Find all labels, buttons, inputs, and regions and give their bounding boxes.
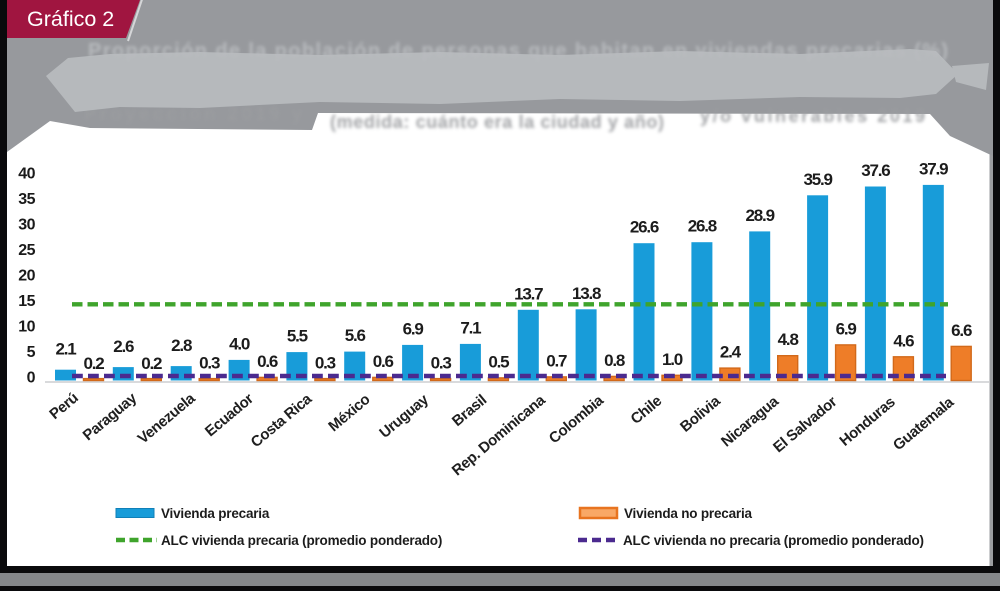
svg-text:28.9: 28.9 — [746, 206, 775, 225]
svg-text:Gráfico 2: Gráfico 2 — [27, 7, 114, 31]
svg-text:6.9: 6.9 — [836, 319, 857, 338]
svg-text:7.1: 7.1 — [460, 318, 481, 337]
svg-text:5: 5 — [27, 344, 36, 361]
svg-text:0.2: 0.2 — [83, 354, 104, 373]
svg-text:0.2: 0.2 — [141, 354, 162, 373]
svg-text:4.0: 4.0 — [229, 334, 250, 353]
svg-text:15: 15 — [18, 293, 35, 310]
svg-text:0.6: 0.6 — [373, 352, 394, 371]
svg-text:ALC vivienda precaria (promedi: ALC vivienda precaria (promedio ponderad… — [161, 533, 442, 548]
svg-text:37.9: 37.9 — [919, 159, 948, 178]
svg-text:Proyección 2019 y: Proyección 2019 y — [84, 104, 302, 124]
svg-text:0.8: 0.8 — [604, 351, 625, 370]
svg-text:4.8: 4.8 — [778, 330, 799, 349]
svg-text:2.8: 2.8 — [171, 336, 192, 355]
svg-text:40: 40 — [18, 166, 35, 183]
svg-text:26.6: 26.6 — [630, 218, 659, 237]
svg-text:25: 25 — [18, 242, 35, 259]
svg-text:35: 35 — [18, 191, 35, 208]
svg-text:0.3: 0.3 — [199, 354, 220, 373]
svg-text:6.9: 6.9 — [403, 319, 424, 338]
svg-text:10: 10 — [18, 319, 35, 336]
svg-text:Proporción de la población de: Proporción de la población de personas q… — [88, 40, 948, 62]
svg-text:2.4: 2.4 — [720, 343, 742, 362]
svg-text:0.6: 0.6 — [257, 352, 278, 371]
svg-text:37.6: 37.6 — [861, 161, 890, 180]
svg-text:26.8: 26.8 — [688, 217, 717, 236]
svg-text:0: 0 — [27, 370, 36, 387]
svg-text:2.6: 2.6 — [113, 337, 134, 356]
svg-text:30: 30 — [18, 217, 35, 234]
svg-text:0.3: 0.3 — [431, 354, 452, 373]
svg-text:2.1: 2.1 — [55, 340, 76, 359]
svg-text:6.6: 6.6 — [951, 321, 972, 340]
svg-text:y/o vulnerables 2019: y/o vulnerables 2019 — [700, 106, 925, 126]
svg-text:Vivienda no precaria: Vivienda no precaria — [624, 506, 753, 521]
svg-text:ALC vivienda no precaria (prom: ALC vivienda no precaria (promedio ponde… — [623, 533, 924, 548]
svg-text:0.7: 0.7 — [546, 351, 567, 370]
svg-text:4.6: 4.6 — [893, 331, 914, 350]
svg-text:13.8: 13.8 — [572, 284, 601, 303]
svg-text:0.5: 0.5 — [488, 352, 509, 371]
svg-text:20: 20 — [18, 268, 35, 285]
svg-text:13.7: 13.7 — [514, 284, 543, 303]
svg-text:5.6: 5.6 — [345, 326, 366, 345]
svg-text:(medida: cuánto era la ciudad: (medida: cuánto era la ciudad y año) — [330, 112, 664, 132]
svg-text:0.3: 0.3 — [315, 354, 336, 373]
svg-text:1.0: 1.0 — [662, 350, 683, 369]
svg-text:Vivienda precaria: Vivienda precaria — [161, 506, 270, 521]
svg-text:5.5: 5.5 — [287, 327, 308, 346]
svg-text:35.9: 35.9 — [803, 170, 832, 189]
